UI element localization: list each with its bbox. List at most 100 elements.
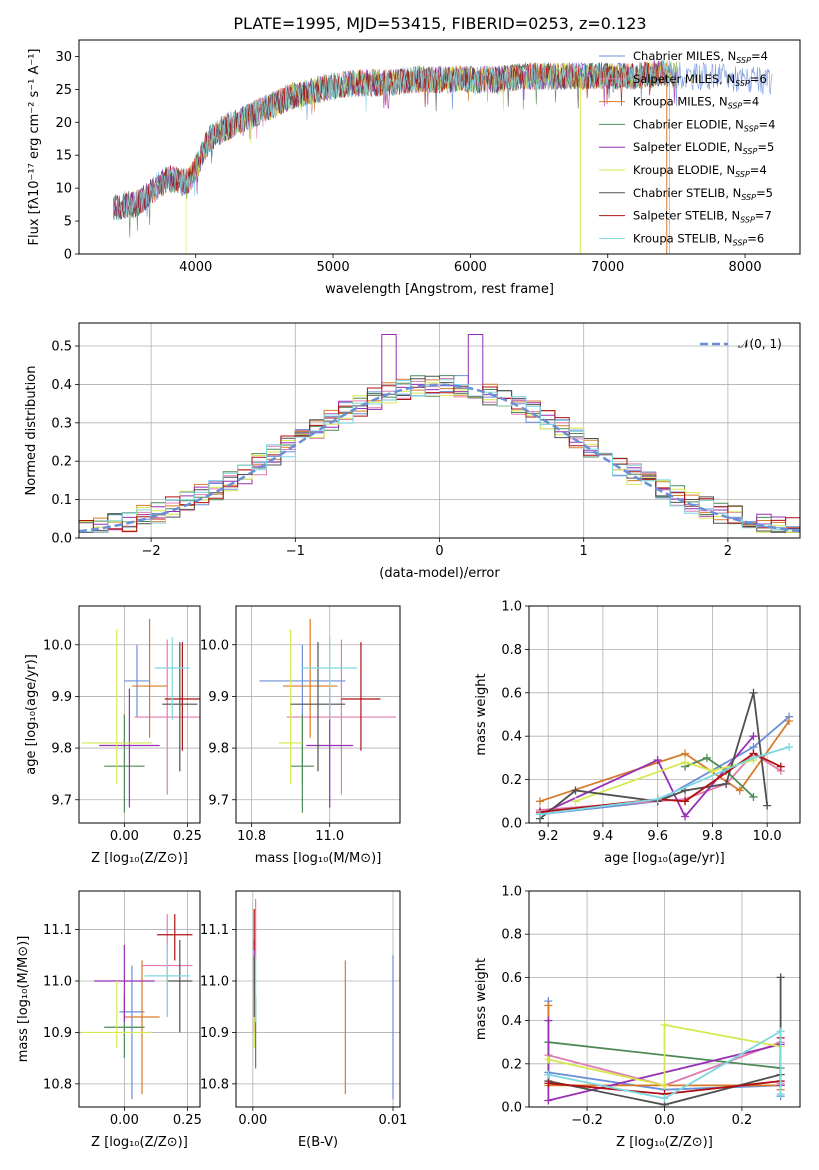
legend-nssp-value: 5: [766, 186, 773, 200]
x-tick-label: 10.8: [237, 829, 266, 844]
legend-equals: =: [755, 209, 765, 223]
legend-series-name: Salpeter MILES: [633, 72, 719, 86]
legend-entry: Chabrier ELODIE, NSSP=4: [633, 117, 775, 133]
legend-nssp-value: 6: [757, 231, 764, 245]
y-tick-label: 9.7: [51, 793, 72, 808]
legend-prefix: , N: [719, 72, 735, 86]
y-tick-label: 10.9: [200, 1026, 229, 1041]
y-tick-label: 11.0: [43, 975, 72, 990]
mass-weight-marker: [660, 1081, 669, 1090]
x-tick-label: 0.0: [654, 1113, 675, 1128]
y-tick-label: 9.9: [208, 690, 229, 705]
mass-weight-marker: [535, 810, 544, 819]
legend-equals: =: [756, 186, 766, 200]
x-tick-label: 1: [580, 544, 588, 559]
mass-weight-marker: [571, 797, 580, 806]
x-axis-label: Z [log₁₀(Z/Z⊙)]: [616, 1135, 713, 1150]
legend-equals: =: [759, 117, 769, 131]
panel-1: 4000 5000 6000 7000 8000 0 5 10 15 20 25 30 waveleng…: [27, 39, 801, 297]
legend-nssp-value: 4: [768, 117, 775, 131]
y-tick-label: 10.9: [43, 1026, 72, 1041]
legend-nssp-value: 4: [752, 95, 759, 109]
y-tick-label: 10.0: [200, 638, 229, 653]
plot-area: [535, 688, 794, 823]
x-tick-label: 0.25: [173, 829, 202, 844]
y-axis-label: Flux [fλ10⁻¹⁷ erg cm⁻² s⁻¹ A⁻¹]: [27, 49, 42, 246]
legend-series-name: Salpeter STELIB: [633, 209, 724, 223]
y-tick-label: 0.2: [501, 773, 522, 788]
legend-prefix: , N: [728, 117, 744, 131]
axes-frame: [528, 605, 801, 824]
mass-weight-marker: [776, 973, 785, 982]
legend-equals: =: [742, 95, 752, 109]
mass-weight-marker: [653, 795, 662, 804]
x-tick-label: −1: [286, 544, 305, 559]
y-tick-label: 0.8: [501, 928, 522, 943]
mass-weight-marker: [708, 766, 717, 775]
panel-7: 0.00 0.01 10.8 10.9 11.0 11.1 E(B-V): [200, 890, 407, 1150]
legend-entry: Kroupa MILES, NSSP=4: [633, 95, 759, 111]
mass-weight-marker: [660, 1020, 669, 1029]
mass-weight-marker: [785, 743, 794, 752]
y-tick-label: 9.8: [51, 742, 72, 757]
x-tick-label: 9.2: [538, 829, 559, 844]
mass-weight-line: [539, 746, 790, 816]
mass-weight-line: [548, 1023, 781, 1087]
legend-entry: Chabrier MILES, NSSP=4: [633, 49, 768, 65]
mass-weight-marker: [681, 758, 690, 767]
legend-nssp-value: 4: [761, 49, 768, 63]
y-tick-label: 10.0: [43, 638, 72, 653]
y-tick-label: 0.6: [501, 971, 522, 986]
y-axis-label: mass [log₁₀(M/M⊙)]: [16, 936, 31, 1063]
x-axis-label: wavelength [Angstrom, rest frame]: [325, 282, 554, 297]
x-tick-label: 4000: [179, 260, 212, 275]
mass-weight-marker: [776, 1090, 785, 1099]
y-tick-label: 10.8: [200, 1077, 229, 1092]
x-tick-label: −0.2: [571, 1113, 603, 1128]
spectrum-line: [113, 59, 677, 222]
plot-area: [259, 618, 397, 813]
axes-frame: [528, 890, 801, 1108]
legend-prefix: , N: [725, 186, 741, 200]
x-tick-label: 6000: [454, 260, 487, 275]
legend-subscript: SSP: [728, 102, 743, 111]
mass-weight-marker: [544, 1001, 553, 1010]
mass-weight-line: [684, 756, 755, 798]
y-tick-label: 11.0: [200, 975, 229, 990]
legend-series-name: Kroupa STELIB: [633, 231, 717, 245]
panel-4: 10.8 11.0 9.7 9.8 9.9 10.0 mass [log₁₀(M/M⊙)]: [200, 605, 401, 866]
y-tick-label: 1.0: [501, 885, 522, 900]
axes-frame: [78, 890, 201, 1108]
y-tick-label: 30: [55, 50, 72, 65]
legend-nssp-value: 4: [759, 163, 766, 177]
x-tick-label: 0: [435, 544, 443, 559]
mass-weight-marker: [722, 779, 731, 788]
mass-weight-marker: [785, 717, 794, 726]
legend-subscript: SSP: [743, 147, 758, 156]
mass-weight-line: [548, 977, 782, 1106]
x-tick-label: 9.8: [702, 829, 723, 844]
x-axis-label: E(B-V): [298, 1135, 338, 1150]
y-tick-label: 0.2: [501, 1057, 522, 1072]
legend-series-name: Chabrier STELIB: [633, 186, 725, 200]
x-tick-label: 0.2: [732, 1113, 753, 1128]
y-tick-label: 9.7: [208, 793, 229, 808]
x-tick-label: 7000: [591, 260, 624, 275]
y-tick-label: 0.4: [501, 730, 522, 745]
legend-prefix: , N: [724, 209, 740, 223]
mass-weight-marker: [535, 797, 544, 806]
y-tick-label: 9.8: [208, 742, 229, 757]
legend-entry: Kroupa STELIB, NSSP=6: [633, 231, 764, 247]
mass-weight-line: [539, 716, 790, 816]
y-tick-label: 15: [55, 149, 72, 164]
axes-frame: [78, 39, 801, 255]
plot-area: [81, 914, 193, 1100]
x-tick-label: 5000: [317, 260, 350, 275]
plot-area: [79, 334, 800, 533]
legend-subscript: SSP: [733, 238, 748, 247]
mass-weight-marker: [660, 1094, 669, 1103]
x-axis-label: Z [log₁₀(Z/Z⊙)]: [91, 1135, 188, 1150]
panel-2: −2 −1 0 1 2 0.0 0.1 0.2 0.3 0.4 0.5 (data-model)/er…: [24, 322, 801, 581]
